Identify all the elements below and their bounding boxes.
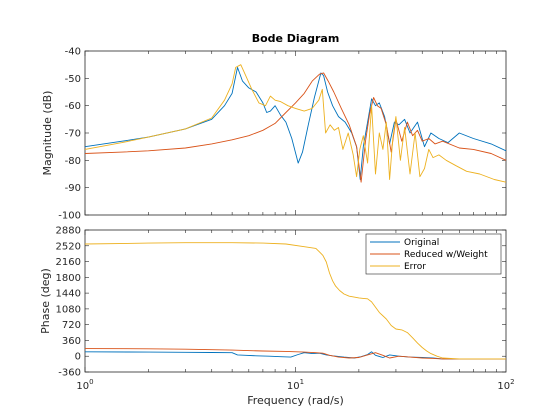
y-tick-label: -360	[58, 368, 81, 379]
legend: Original Reduced w/Weight Error	[365, 233, 502, 275]
y-tick-label: 1080	[56, 304, 81, 315]
x-tick-base: 10	[497, 381, 510, 392]
y-tick-label: -70	[65, 129, 81, 140]
y-tick-label: -80	[65, 156, 81, 167]
x-tick-base: 10	[287, 381, 300, 392]
x-tick-exponent: 0	[89, 378, 93, 386]
legend-label: Reduced w/Weight	[404, 250, 488, 260]
y-tick-label: 2520	[56, 241, 81, 252]
y-tick-label: 2880	[56, 226, 81, 237]
series-line-1	[84, 66, 507, 180]
y-tick-label: -60	[65, 101, 81, 112]
x-axis-label: Frequency (rad/s)	[247, 394, 344, 407]
series-line-2	[84, 348, 506, 360]
y-tick-label: -100	[58, 211, 81, 222]
phase-series	[84, 242, 506, 360]
magnitude-y-label: Magnitude (dB)	[41, 91, 54, 176]
y-tick-label: 1800	[56, 273, 81, 284]
legend-label: Original	[404, 238, 439, 248]
x-tick-exponent: 1	[300, 378, 304, 386]
phase-y-label: Phase (deg)	[39, 268, 52, 334]
series-line-2	[84, 72, 507, 183]
x-tick-base: 10	[76, 381, 89, 392]
y-tick-label: -40	[65, 47, 81, 58]
chart-title: Bode Diagram	[252, 32, 340, 45]
magnitude-series	[84, 64, 507, 183]
x-tick-label: 102	[497, 378, 514, 392]
y-tick-label: -90	[65, 183, 81, 194]
y-tick-label: -50	[65, 74, 81, 85]
y-tick-label: 0	[75, 352, 81, 363]
series-line-3	[84, 64, 507, 183]
series-line-3	[84, 242, 506, 360]
magnitude-ticks: -40 -50 -60 -70 -80 -90 -100	[58, 47, 506, 222]
legend-label: Error	[404, 262, 426, 272]
magnitude-axes: -40 -50 -60 -70 -80 -90 -100 Bode Diagram Magn…	[41, 32, 507, 222]
x-tick-label: 100	[76, 378, 93, 392]
y-tick-label: 1440	[56, 289, 81, 300]
y-tick-label: 720	[62, 320, 81, 331]
y-tick-label: 360	[62, 336, 81, 347]
x-tick-label: 101	[287, 378, 304, 392]
y-tick-label: 2160	[56, 257, 81, 268]
magnitude-plot-area	[84, 50, 507, 216]
x-tick-exponent: 2	[510, 378, 514, 386]
legend-items: Original Reduced w/Weight Error	[370, 238, 488, 272]
